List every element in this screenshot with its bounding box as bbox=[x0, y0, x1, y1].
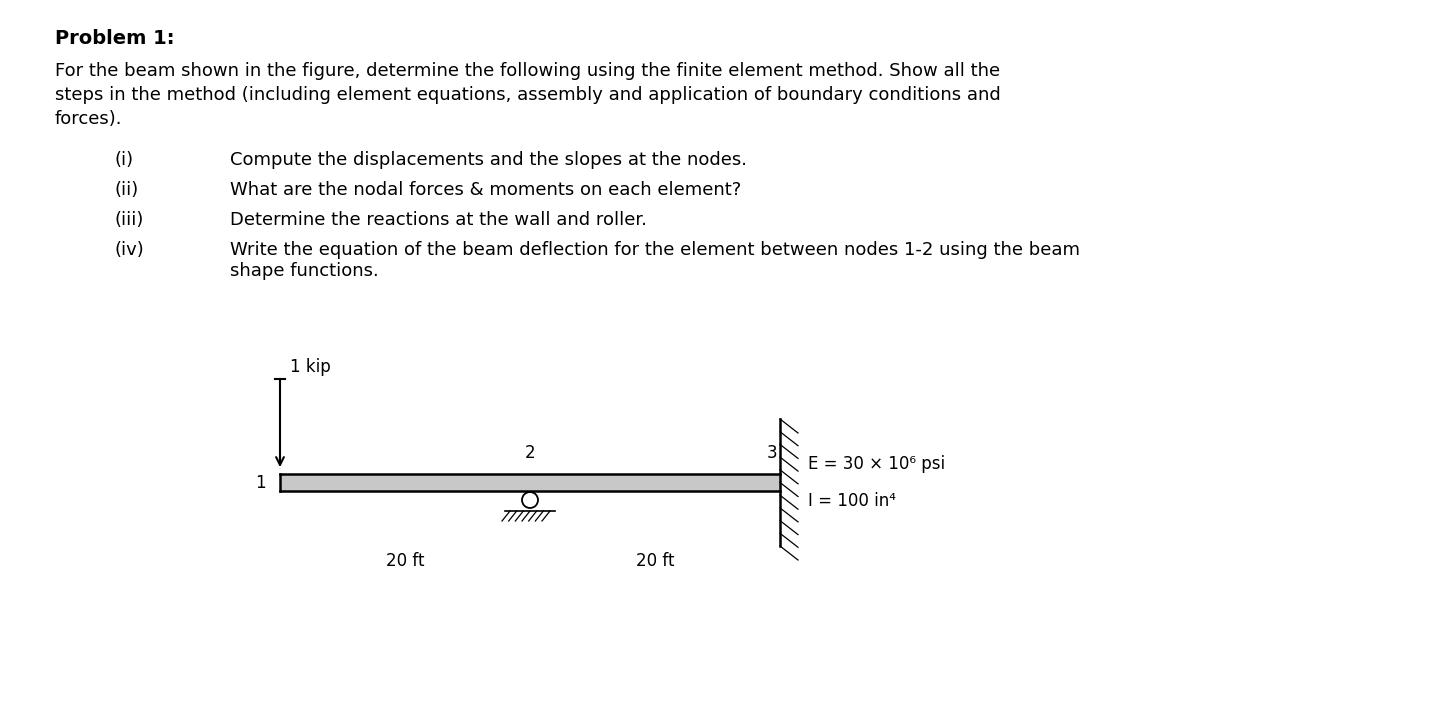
Text: I = 100 in⁴: I = 100 in⁴ bbox=[808, 492, 896, 510]
Text: (iii): (iii) bbox=[115, 211, 145, 229]
Text: 20 ft: 20 ft bbox=[636, 552, 674, 570]
Text: Compute the displacements and the slopes at the nodes.: Compute the displacements and the slopes… bbox=[231, 151, 748, 169]
Text: (ii): (ii) bbox=[115, 181, 139, 199]
Text: shape functions.: shape functions. bbox=[231, 262, 378, 280]
Text: E = 30 × 10⁶ psi: E = 30 × 10⁶ psi bbox=[808, 455, 945, 473]
Text: 20 ft: 20 ft bbox=[385, 552, 424, 570]
Bar bbox=[281, 474, 780, 491]
Text: Problem 1:: Problem 1: bbox=[54, 29, 175, 48]
Text: For the beam shown in the figure, determine the following using the finite eleme: For the beam shown in the figure, determ… bbox=[54, 62, 1000, 80]
Text: 1 kip: 1 kip bbox=[291, 358, 331, 376]
Text: 2: 2 bbox=[524, 444, 536, 462]
Text: (i): (i) bbox=[115, 151, 135, 169]
Text: What are the nodal forces & moments on each element?: What are the nodal forces & moments on e… bbox=[231, 181, 742, 199]
Text: Determine the reactions at the wall and roller.: Determine the reactions at the wall and … bbox=[231, 211, 647, 229]
Text: Write the equation of the beam deflection for the element between nodes 1-2 usin: Write the equation of the beam deflectio… bbox=[231, 241, 1080, 259]
Text: steps in the method (including element equations, assembly and application of bo: steps in the method (including element e… bbox=[54, 86, 1001, 104]
Text: (iv): (iv) bbox=[115, 241, 145, 259]
Text: 1: 1 bbox=[255, 474, 266, 491]
Text: forces).: forces). bbox=[54, 110, 123, 128]
Text: 3: 3 bbox=[766, 444, 778, 462]
